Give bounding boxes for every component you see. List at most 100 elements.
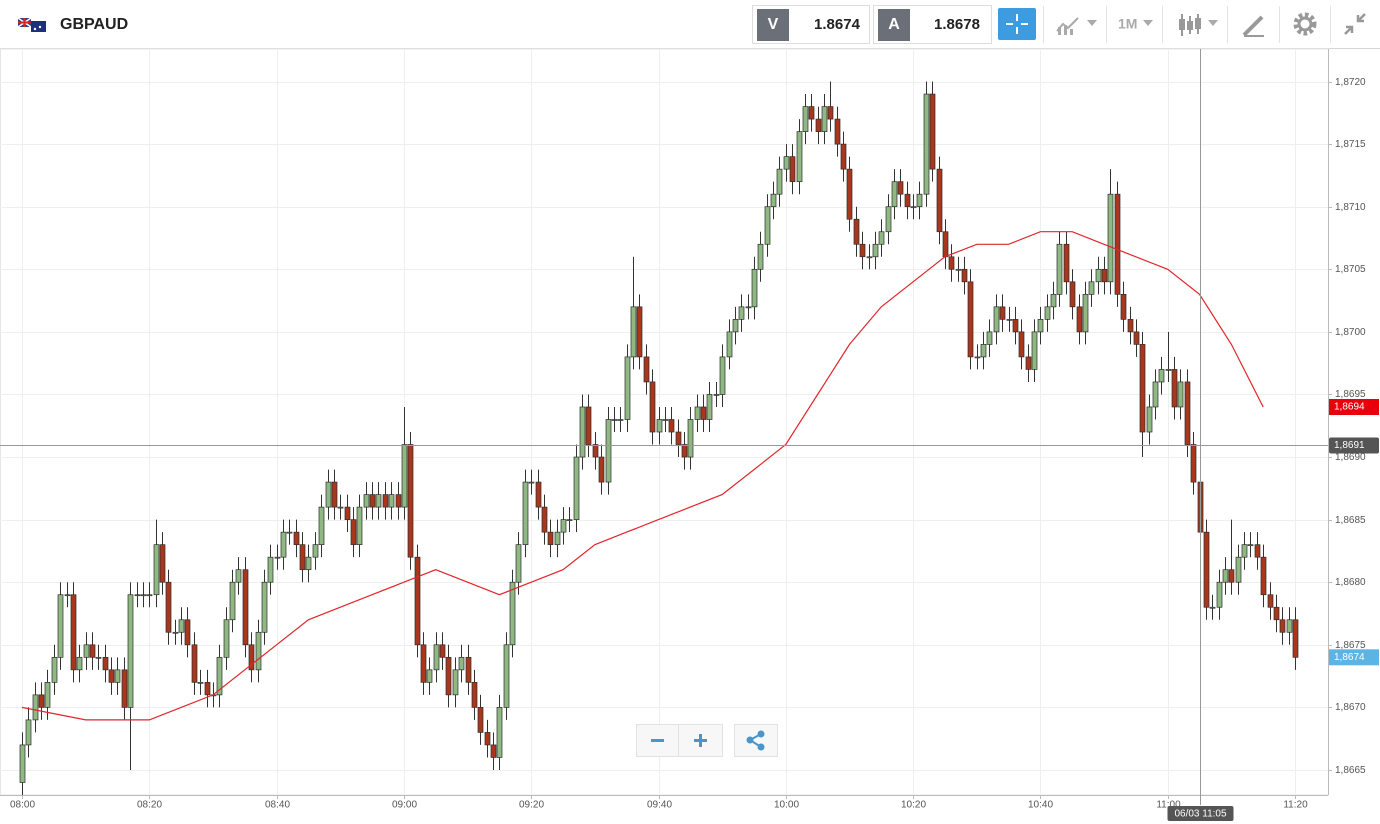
candle-body: [32, 694, 39, 721]
candle-body: [299, 544, 306, 571]
candle-body: [560, 519, 567, 533]
candle-body: [1076, 306, 1083, 333]
candle-body: [1012, 319, 1019, 333]
candle-body: [1088, 281, 1095, 295]
candle-body: [344, 506, 351, 520]
candle-body: [668, 419, 675, 433]
candle-body: [1018, 331, 1025, 358]
candle-body: [1133, 331, 1140, 345]
draw-button[interactable]: [1242, 15, 1264, 37]
price-tag-label: 1,8694: [1334, 402, 1365, 413]
zoom-in-button[interactable]: [678, 724, 723, 757]
share-button[interactable]: [734, 724, 778, 757]
settings-button[interactable]: [1293, 12, 1317, 36]
candle-body: [592, 444, 599, 458]
indicators-button[interactable]: [1056, 17, 1097, 35]
candle-body: [859, 243, 866, 258]
moving-average: [21, 231, 1264, 721]
timeframe-button[interactable]: 1M: [1118, 16, 1153, 32]
y-tick-label: 1,8705: [1335, 264, 1366, 275]
candle-body: [1292, 619, 1299, 658]
x-tick-label: 09:40: [647, 800, 672, 811]
candle-body: [1216, 581, 1223, 608]
candle-body: [1107, 193, 1114, 283]
candle-body: [853, 218, 860, 245]
candle-body: [967, 281, 974, 358]
candle-body: [802, 106, 809, 132]
candle-body: [885, 206, 892, 233]
candle-body: [1184, 381, 1191, 445]
x-tick-label: 11:20: [1283, 800, 1308, 811]
candle-body: [808, 106, 815, 120]
candle-body: [528, 481, 535, 484]
candle-body: [585, 406, 592, 445]
candle-body: [70, 594, 77, 671]
candle-body: [184, 619, 191, 646]
candle-body: [318, 506, 325, 546]
candle-body: [547, 531, 554, 546]
candle-body: [204, 681, 211, 696]
candle-body: [878, 231, 885, 245]
price-tag-label: 1,8674: [1334, 652, 1365, 663]
candle-body: [789, 156, 796, 183]
candle-body: [165, 581, 172, 633]
y-tick-label: 1,8675: [1335, 640, 1366, 651]
candle-body: [44, 681, 51, 708]
y-tick-label: 1,8720: [1335, 77, 1366, 88]
candle-body: [936, 168, 943, 233]
crosshair-button[interactable]: [998, 8, 1036, 40]
candle-body: [821, 106, 828, 132]
candle-body: [401, 444, 408, 508]
candle-body: [426, 669, 433, 683]
candle-body: [248, 644, 255, 671]
candle-body: [261, 581, 268, 633]
candle-body: [127, 594, 134, 708]
candle-body: [656, 419, 663, 433]
candle-body: [1152, 381, 1159, 408]
candle-body: [216, 656, 223, 696]
candle-body: [1127, 319, 1134, 333]
crosshair-price-tag: [1329, 437, 1379, 454]
candle-body: [662, 419, 669, 421]
candle-body: [1025, 356, 1032, 370]
x-tick-label: 10:00: [774, 800, 799, 811]
candle-body: [223, 619, 230, 658]
sell-label: V: [768, 16, 779, 33]
collapse-button[interactable]: [1344, 13, 1366, 35]
candle-body: [1069, 281, 1076, 308]
chart-type-button[interactable]: [1179, 14, 1218, 36]
candle-body: [815, 118, 822, 132]
y-tick-label: 1,8700: [1335, 327, 1366, 338]
candle-body: [153, 544, 160, 596]
candle-body: [388, 494, 395, 508]
candle-body: [267, 556, 274, 583]
candle-body: [611, 419, 618, 421]
buy-button[interactable]: A 1.8678: [873, 5, 992, 44]
y-tick-label: 1,8690: [1335, 452, 1366, 463]
candle-body: [407, 444, 414, 558]
candle-body: [1063, 243, 1070, 283]
candle-body: [776, 168, 783, 195]
candle-body: [1031, 331, 1038, 370]
candle-body: [872, 243, 879, 258]
y-tick-label: 1,8670: [1335, 702, 1366, 713]
candle-body: [1286, 619, 1293, 633]
candle-body: [433, 644, 440, 671]
crosshair-time-label: 06/03 11:05: [1174, 809, 1227, 820]
y-tick-label: 1,8685: [1335, 515, 1366, 526]
candle-body: [694, 406, 701, 420]
candle-body: [382, 494, 389, 508]
candle-body: [1267, 594, 1274, 608]
candle-body: [1260, 556, 1267, 596]
candle-body: [796, 131, 803, 183]
zoom-out-button[interactable]: [636, 724, 679, 757]
sell-button[interactable]: V 1.8674: [752, 5, 870, 44]
candle-body: [255, 631, 262, 671]
candle-body: [89, 644, 96, 658]
candle-body: [1228, 569, 1235, 583]
y-tick-label: 1,8665: [1335, 765, 1366, 776]
candle-body: [1279, 619, 1286, 633]
candle-body: [121, 669, 128, 708]
candle-body: [1190, 444, 1197, 483]
candle-body: [916, 193, 923, 208]
